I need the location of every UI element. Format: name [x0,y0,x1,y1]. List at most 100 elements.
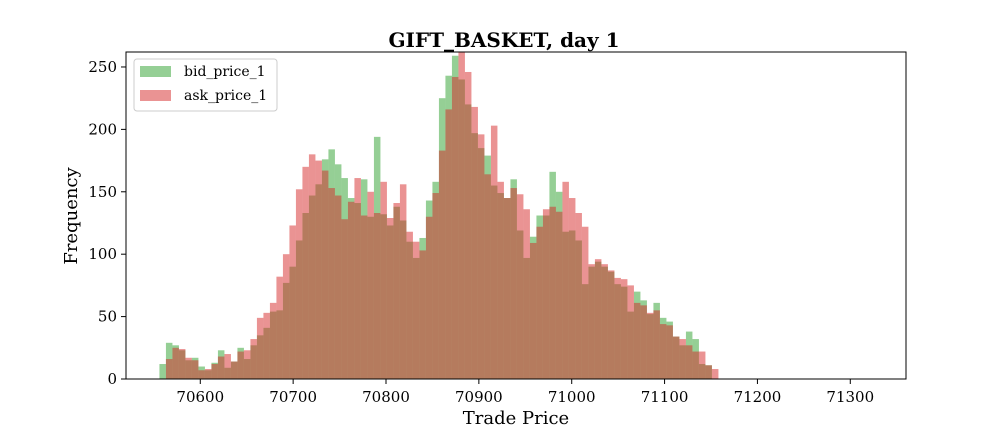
ask-bar [575,213,582,379]
ask-bar [672,336,680,379]
ask-bar [204,369,212,379]
y-tick-label: 250 [88,58,117,76]
ask-bar [432,193,439,379]
ask-bar [354,178,361,379]
ask-bar [256,317,264,379]
ask-bar [594,259,602,379]
ask-bar [484,174,491,379]
y-tick-label: 0 [107,370,117,388]
x-tick-label: 70600 [176,388,224,406]
ask-bar [562,181,569,379]
ask-bar [653,310,660,379]
ask-bar [295,189,303,379]
ask-bar [315,160,322,379]
ask-bar [217,356,225,379]
ask-bar [705,365,712,379]
ask-bar [347,201,355,379]
ask-bar [471,106,478,380]
ask-bar [445,109,452,379]
ask-bar [191,360,199,379]
y-axis-label: Frequency [61,166,82,264]
ask-bar [490,125,498,379]
ask-bar [380,181,387,379]
x-tick-label: 70800 [362,388,410,406]
ask-bar [438,150,446,379]
ask-bar [529,242,537,379]
ask-bar [386,218,394,379]
ask-bar [289,225,296,379]
ask-bar [464,71,472,379]
x-tick-label: 71300 [826,388,874,406]
ask-bar [360,215,368,379]
ask-bar [503,198,511,379]
ask-bar [393,203,400,379]
ask-bar [555,211,563,379]
ask-bar [276,276,283,379]
ask-bar [451,76,459,380]
ask-bar [692,351,699,379]
ask-bar [679,339,686,379]
ask-bar [659,324,667,379]
ask-bar [269,302,277,379]
ask-bar [646,312,654,379]
legend-swatch-bid [140,66,171,77]
ask-bar [510,188,517,379]
ask-bar [711,369,719,379]
ask-bar [516,194,524,379]
y-axis-ticks: 0 50 100 150 200 250 [88,58,126,388]
ask-bar [406,231,413,379]
ask-bar [282,254,290,379]
ask-bar [523,209,530,379]
ask-bar [568,198,576,379]
ask-bar [328,188,335,379]
ask-bar [477,134,485,379]
ask-bar [614,277,621,379]
ask-bar [321,170,329,379]
ask-bar [542,209,550,379]
x-tick-label: 71000 [548,388,596,406]
ask-bar [237,351,244,379]
ask-bar [230,361,238,379]
ask-bar [224,354,231,379]
legend-swatch-ask [140,90,171,101]
ask-bar [588,264,595,379]
ask-bar [302,166,309,379]
ask-bar [581,226,589,379]
ask-bar [640,305,647,379]
ask-bar [211,364,218,379]
ask-bar [698,351,706,379]
ask-bar [425,216,433,379]
x-tick-label: 70700 [269,388,317,406]
ask-bar [412,241,420,379]
ask-bar [198,370,205,379]
ask-bar [165,359,173,379]
ask-bar [367,191,374,379]
y-tick-label: 100 [88,245,117,263]
ask-bar [601,264,608,379]
bid-bar [159,364,166,379]
ask-bar [419,250,426,379]
ask-bar [172,347,179,379]
ask-bar [178,349,186,379]
chart-title: GIFT_BASKET, day 1 [388,28,619,52]
y-tick-label: 50 [98,308,117,326]
ask-bar [250,339,257,379]
ask-bar [458,52,465,379]
ask-bar [308,154,316,379]
legend: bid_price_1 ask_price_1 [133,58,278,112]
x-axis-ticks: 70600 70700 70800 70900 71000 71100 71200 71300 [176,379,874,406]
plot-area-frame [125,51,907,380]
ask-bar [685,345,693,379]
y-tick-label: 150 [88,183,117,201]
ask-bar [399,184,407,379]
ask-bar [185,357,192,379]
ask-bar [243,350,251,379]
x-tick-label: 71200 [734,388,782,406]
ask-bar [497,181,504,379]
legend-label-bid: bid_price_1 [184,64,266,80]
ask-bars-group [165,52,719,380]
x-tick-label: 71100 [641,388,689,406]
ask-bar [549,206,556,379]
ask-bar [263,312,270,379]
